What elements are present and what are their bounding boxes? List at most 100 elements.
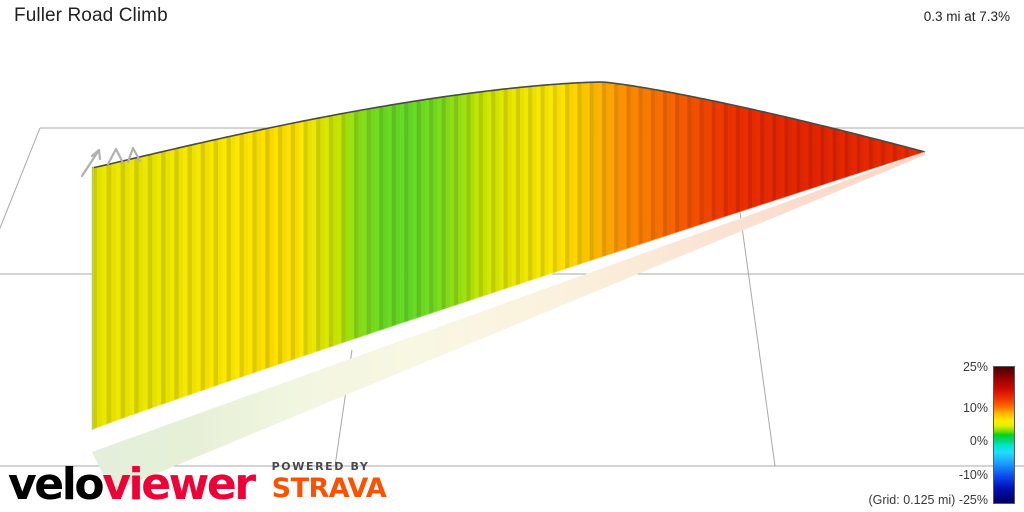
ribbon-slice	[864, 136, 870, 172]
ribbon-slice	[860, 135, 866, 174]
ribbon-slice	[235, 133, 240, 380]
ribbon-slice	[707, 99, 713, 223]
ribbon-slice	[520, 86, 525, 285]
ribbon-slice	[820, 125, 825, 187]
ribbon-slice	[387, 104, 393, 329]
ribbon-slice	[143, 154, 149, 412]
strava-wordmark: STRAVA	[271, 473, 387, 504]
legend-tick-10: 10%	[962, 401, 988, 415]
ribbon-slice	[606, 82, 611, 257]
ribbon-slice	[345, 111, 351, 343]
ribbon-slice	[683, 94, 688, 231]
ribbon-slice	[748, 108, 753, 210]
ribbon-slice	[844, 131, 850, 179]
ribbon-slice	[532, 85, 537, 281]
ribbon-slice	[507, 87, 513, 289]
ribbon-slice	[383, 105, 388, 330]
ribbon-slice	[711, 100, 717, 222]
ribbon-slice	[466, 92, 471, 303]
ribbon-slice	[687, 95, 692, 230]
ribbon-slice	[552, 83, 558, 274]
ribbon-slice	[391, 103, 397, 327]
ribbon-slice	[370, 107, 376, 334]
ribbon-slice	[760, 110, 765, 206]
ribbon-slice	[646, 87, 652, 243]
ribbon-slice	[174, 147, 180, 401]
ribbon-slice	[458, 93, 463, 305]
ribbon-slice	[404, 101, 409, 323]
ribbon-slice	[169, 148, 175, 403]
ribbon-slice	[880, 140, 886, 167]
ribbon-slice	[896, 144, 902, 162]
ribbon-slice	[626, 84, 631, 250]
gradient-ribbon[interactable]	[91, 81, 926, 431]
ribbon-slice	[106, 163, 112, 425]
ribbon-slice	[610, 82, 615, 255]
ribbon-slice	[395, 103, 401, 326]
ribbon-slice	[515, 87, 521, 286]
ribbon-slice	[252, 130, 258, 374]
ribbon-slice	[230, 134, 236, 382]
powered-by-label: POWERED BY	[271, 460, 370, 473]
ribbon-slice	[178, 146, 184, 400]
ribbon-slice	[804, 121, 809, 192]
ribbon-slice	[597, 81, 603, 259]
ribbon-slice	[695, 97, 700, 227]
ribbon-slice	[544, 84, 550, 277]
ribbon-slice	[400, 102, 405, 325]
ribbon-slice	[138, 155, 144, 414]
ribbon-slice	[256, 129, 262, 373]
ribbon-slice	[337, 113, 342, 346]
ribbon-slice	[856, 134, 862, 175]
ribbon-slice	[548, 84, 554, 275]
powered-by-strava[interactable]: POWERED BY STRAVA	[272, 460, 387, 506]
ribbon-slice	[445, 95, 451, 309]
ribbon-slice	[719, 102, 725, 219]
ribbon-slice	[408, 101, 413, 322]
ribbon-slice	[727, 103, 733, 217]
ribbon-slice	[739, 106, 745, 213]
ribbon-slice	[491, 89, 496, 294]
ribbon-slice	[634, 85, 639, 247]
ribbon-slice	[366, 108, 372, 336]
ribbon-slice	[379, 105, 384, 332]
ribbon-slice	[239, 133, 245, 379]
ribbon-slice	[904, 146, 910, 159]
ribbon-slice	[449, 95, 455, 308]
ribbon-slice	[362, 108, 367, 337]
ribbon-left-endcap	[92, 166, 94, 430]
ribbon-slice	[282, 124, 287, 364]
ribbon-slice	[667, 91, 672, 237]
ribbon-slice	[286, 123, 292, 363]
veloviewer-logo[interactable]: veloviewer	[8, 463, 256, 507]
ribbon-slice	[307, 119, 313, 356]
gradient-colorbar[interactable]	[993, 366, 1015, 504]
ribbon-slice	[800, 120, 805, 193]
ribbon-slice	[589, 81, 595, 262]
ribbon-slice	[876, 139, 882, 168]
ribbon-slice	[222, 136, 227, 385]
ribbon-slice	[111, 162, 117, 423]
ribbon-slice	[273, 125, 279, 367]
ribbon-slice	[294, 121, 300, 360]
ribbon-slice	[788, 117, 793, 197]
ribbon-slice	[796, 119, 801, 194]
ribbon-slice	[752, 109, 757, 209]
ribbon-slice	[703, 98, 708, 225]
ribbon-slice	[200, 141, 206, 392]
ribbon-slice	[536, 85, 541, 279]
ribbon-slice	[470, 92, 476, 301]
ribbon-slice	[96, 165, 103, 429]
ribbon-slice	[358, 109, 363, 339]
ribbon-slice	[374, 106, 380, 333]
ribbon-slice	[699, 97, 704, 226]
ribbon-slice	[715, 101, 721, 221]
ribbon-slice	[784, 116, 789, 198]
ribbon-slice	[824, 126, 829, 185]
ribbon-slice	[585, 82, 591, 263]
ribbon-slice	[129, 157, 135, 417]
ribbon-slice	[161, 150, 166, 406]
ribbon-slice	[642, 87, 648, 245]
ribbon-slice	[808, 122, 813, 190]
